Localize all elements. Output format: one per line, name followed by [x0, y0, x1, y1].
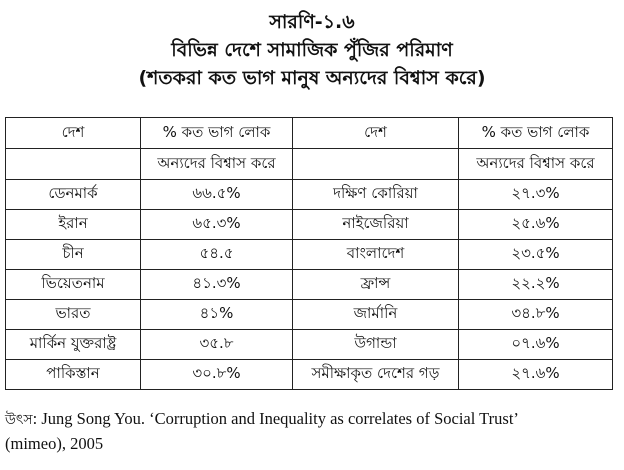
- table-row: পাকিস্তান ৩০.৮% সমীক্ষাকৃত দেশের গড় ২৭.৬%: [5, 359, 613, 390]
- country-cell: বাংলাদেশ: [292, 239, 459, 270]
- header-empty: [292, 148, 459, 180]
- table-heading: বিভিন্ন দেশে সামাজিক পুঁজির পরিমাণ: [171, 39, 453, 61]
- country-cell: উগান্ডা: [292, 329, 459, 360]
- country-cell: ভিয়েতনাম: [5, 269, 141, 300]
- header-empty: [5, 148, 141, 180]
- percent-cell: ৬৫.৩%: [140, 209, 293, 240]
- percent-cell: ৩৫.৮: [140, 329, 293, 360]
- country-cell: নাইজেরিয়া: [292, 209, 459, 240]
- header-row: দেশ % কত ভাগ লোক দেশ % কত ভাগ লোক: [5, 117, 613, 149]
- percent-cell: ২৭.৬%: [458, 359, 613, 390]
- table-row: ভিয়েতনাম ৪১.৩% ফ্রান্স ২২.২%: [5, 269, 613, 300]
- header-percent: % কত ভাগ লোক: [458, 117, 613, 149]
- source-citation: : Jung Song You. ‘Corruption and Inequal…: [32, 409, 519, 428]
- country-cell: সমীক্ষাকৃত দেশের গড়: [292, 359, 459, 390]
- country-cell: পাকিস্তান: [5, 359, 141, 390]
- percent-cell: ০৭.৬%: [458, 329, 613, 360]
- percent-cell: ৩৪.৮%: [458, 299, 613, 330]
- country-cell: চীন: [5, 239, 141, 270]
- country-cell: ডেনমার্ক: [5, 179, 141, 210]
- percent-cell: ৪১.৩%: [140, 269, 293, 300]
- percent-cell: ৫৪.৫: [140, 239, 293, 270]
- percent-cell: ২২.২%: [458, 269, 613, 300]
- table-row: মার্কিন যুক্তরাষ্ট্র ৩৫.৮ উগান্ডা ০৭.৬%: [5, 329, 613, 360]
- percent-cell: ৩০.৮%: [140, 359, 293, 390]
- header-percent: % কত ভাগ লোক: [140, 117, 293, 149]
- table-row: ডেনমার্ক ৬৬.৫% দক্ষিণ কোরিয়া ২৭.৩%: [5, 179, 613, 210]
- header-row-2: অন্যদের বিশ্বাস করে অন্যদের বিশ্বাস করে: [5, 148, 613, 180]
- percent-cell: ৪১%: [140, 299, 293, 330]
- table-row: ইরান ৬৫.৩% নাইজেরিয়া ২৫.৬%: [5, 209, 613, 240]
- country-cell: ফ্রান্স: [292, 269, 459, 300]
- social-capital-table: দেশ % কত ভাগ লোক দেশ % কত ভাগ লোক অন্যদে…: [5, 117, 613, 390]
- percent-cell: ২৩.৫%: [458, 239, 613, 270]
- percent-cell: ৬৬.৫%: [140, 179, 293, 210]
- table-row: চীন ৫৪.৫ বাংলাদেশ ২৩.৫%: [5, 239, 613, 270]
- table-number: সারণি-১.৬: [269, 11, 355, 33]
- header-country: দেশ: [5, 117, 141, 149]
- header-country: দেশ: [292, 117, 459, 149]
- country-cell: মার্কিন যুক্তরাষ্ট্র: [5, 329, 141, 360]
- country-cell: দক্ষিণ কোরিয়া: [292, 179, 459, 210]
- percent-cell: ২৭.৩%: [458, 179, 613, 210]
- source-label: উৎস: [5, 412, 33, 428]
- table-subheading: (শতকরা কত ভাগ মানুষ অন্যদের বিশ্বাস করে): [138, 67, 486, 89]
- percent-cell: ২৫.৬%: [458, 209, 613, 240]
- country-cell: ভারত: [5, 299, 141, 330]
- source-note: উৎস: Jung Song You. ‘Corruption and Ineq…: [5, 407, 617, 455]
- country-cell: ইরান: [5, 209, 141, 240]
- header-percent-sub: অন্যদের বিশ্বাস করে: [458, 148, 613, 180]
- header-percent-sub: অন্যদের বিশ্বাস করে: [140, 148, 293, 180]
- country-cell: জার্মানি: [292, 299, 459, 330]
- table-row: ভারত ৪১% জার্মানি ৩৪.৮%: [5, 299, 613, 330]
- source-citation-cont: (mimeo), 2005: [5, 434, 104, 453]
